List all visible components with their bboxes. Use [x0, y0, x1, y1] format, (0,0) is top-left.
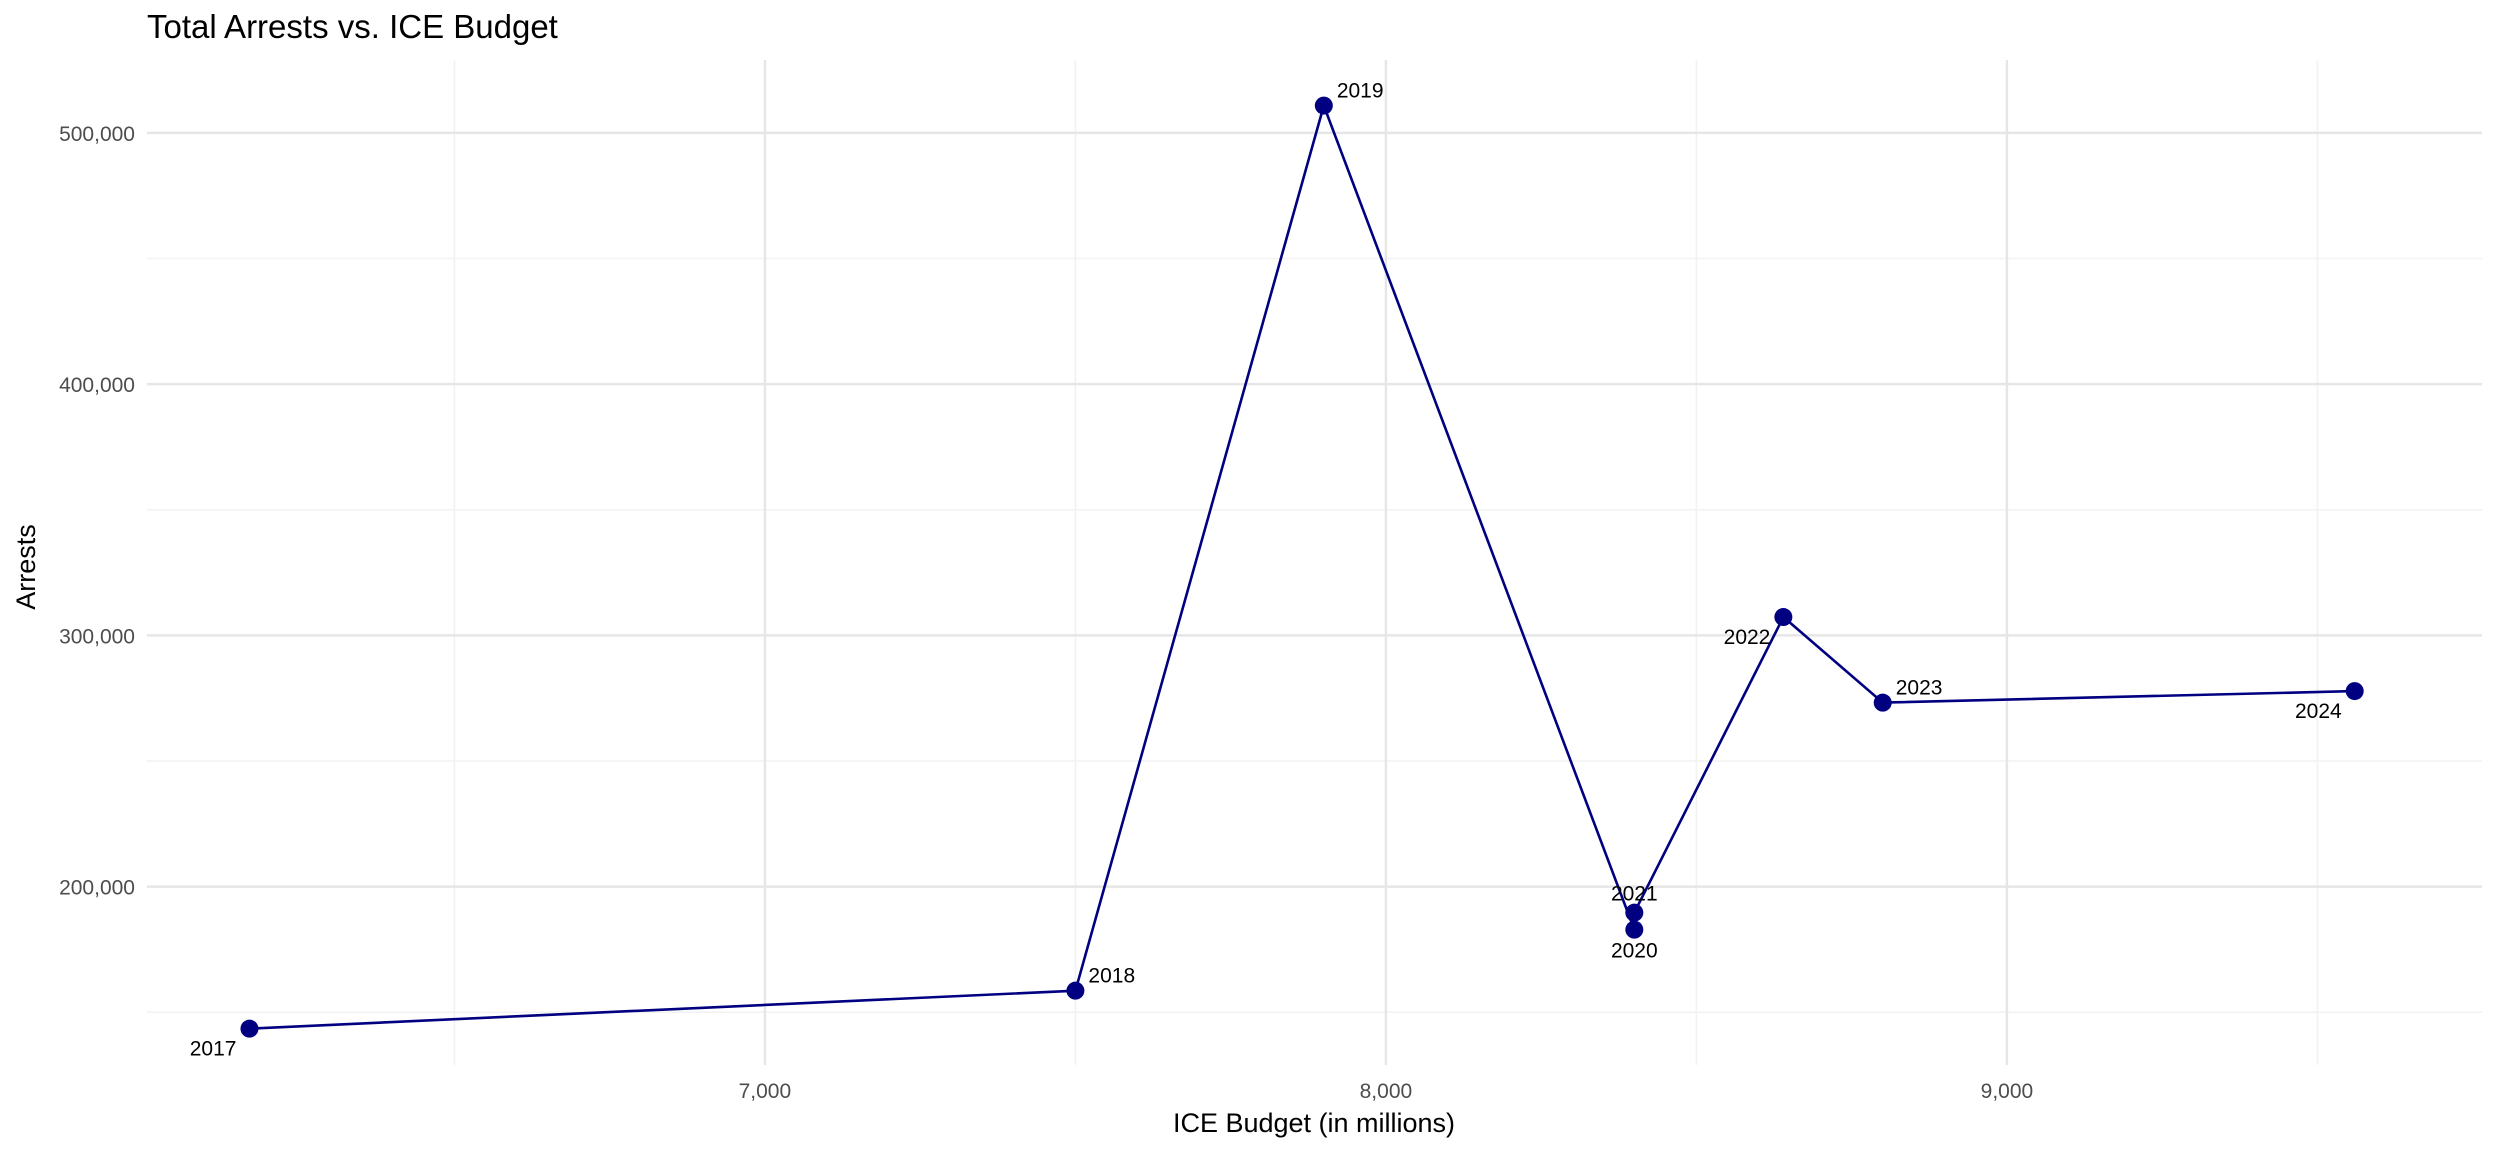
point-label-2021: 2021 [1611, 883, 1658, 906]
tick-labels: 7,000 8,000 9,000 200,000 300,000 400,000 500,… [59, 123, 2033, 1103]
data-point-2020 [1625, 920, 1644, 939]
x-tick-label: 9,000 [1981, 1080, 2034, 1103]
y-tick-label: 400,000 [59, 374, 135, 397]
grid [147, 60, 2482, 1065]
y-axis-title: Arrests [11, 524, 41, 610]
x-axis-title: ICE Budget (in millions) [1173, 1108, 1455, 1138]
data-point-2024 [2345, 682, 2364, 701]
chart-title: Total Arrests vs. ICE Budget [147, 8, 558, 45]
y-tick-label: 200,000 [59, 877, 135, 900]
series-line [249, 101, 2355, 1030]
data-point-2022 [1774, 608, 1793, 627]
point-label-2019: 2019 [1337, 80, 1384, 103]
data-point-2017 [240, 1019, 259, 1038]
point-label-2020: 2020 [1611, 940, 1658, 963]
y-tick-label: 300,000 [59, 625, 135, 648]
y-tick-label: 500,000 [59, 123, 135, 146]
data-point-2018 [1066, 981, 1085, 1000]
data-point-2021 [1625, 903, 1644, 922]
point-label-2017: 2017 [190, 1038, 237, 1061]
x-tick-label: 7,000 [739, 1080, 792, 1103]
data-point-2019 [1314, 96, 1333, 115]
data-point-2023 [1873, 693, 1892, 712]
point-label-2018: 2018 [1088, 965, 1135, 988]
series-layer: 2017 2018 2019 2020 2021 2022 2023 2024 [190, 80, 2364, 1061]
point-label-2022: 2022 [1724, 626, 1771, 649]
point-label-2023: 2023 [1896, 677, 1943, 700]
point-label-2024: 2024 [2295, 700, 2342, 723]
x-tick-label: 8,000 [1360, 1080, 1413, 1103]
